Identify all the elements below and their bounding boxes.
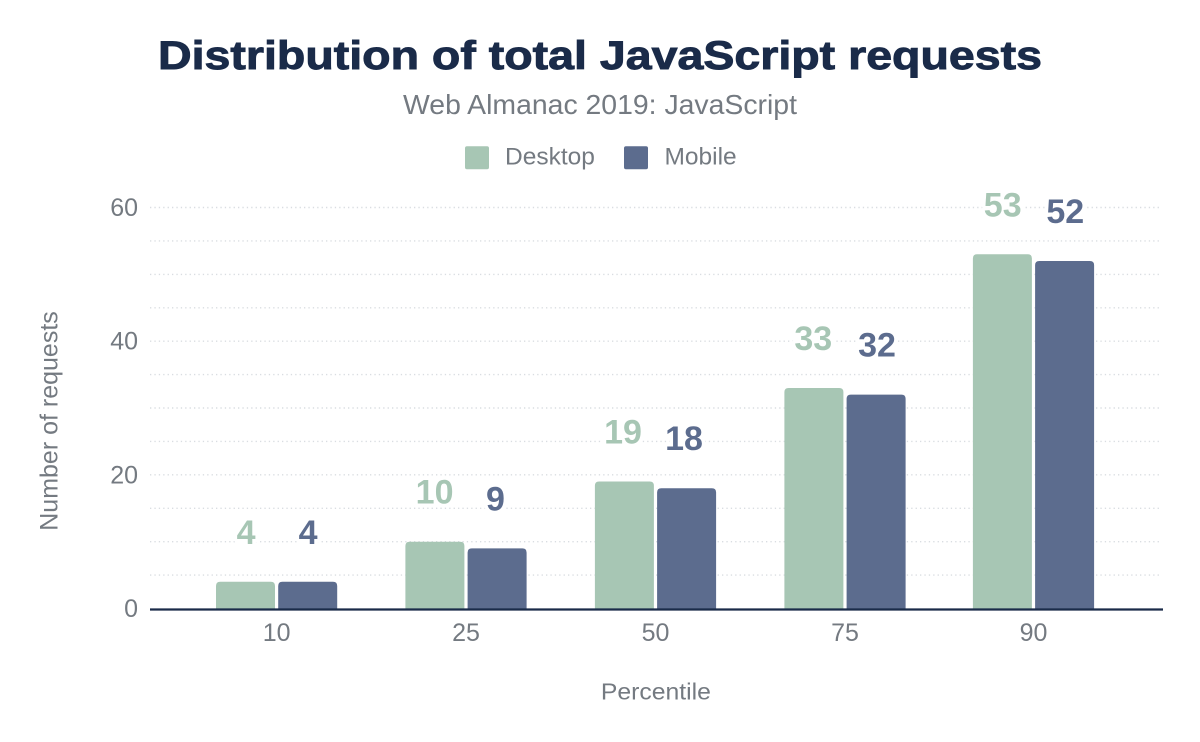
svg-text:40: 40 [110, 328, 138, 356]
svg-text:20: 20 [110, 461, 138, 489]
svg-text:52: 52 [1046, 193, 1084, 231]
svg-text:Number of requests: Number of requests [36, 311, 64, 531]
svg-text:19: 19 [604, 414, 642, 452]
svg-text:Percentile: Percentile [601, 679, 711, 705]
svg-text:9: 9 [486, 480, 505, 518]
svg-text:4: 4 [299, 514, 318, 552]
svg-text:90: 90 [1020, 619, 1048, 647]
svg-text:4: 4 [237, 514, 256, 552]
svg-text:Mobile: Mobile [665, 144, 737, 171]
svg-text:33: 33 [794, 320, 832, 358]
svg-text:53: 53 [984, 186, 1022, 224]
svg-text:Desktop: Desktop [505, 144, 595, 171]
svg-text:Web Almanac 2019: JavaScript: Web Almanac 2019: JavaScript [403, 89, 797, 120]
svg-text:60: 60 [110, 194, 138, 222]
svg-text:0: 0 [124, 595, 138, 623]
svg-text:50: 50 [642, 619, 670, 647]
svg-text:10: 10 [416, 474, 454, 512]
svg-text:75: 75 [831, 619, 859, 647]
svg-text:10: 10 [263, 619, 291, 647]
svg-text:32: 32 [858, 327, 896, 365]
svg-text:Distribution of total JavaScri: Distribution of total JavaScript request… [158, 34, 1042, 78]
svg-text:25: 25 [452, 619, 480, 647]
svg-text:18: 18 [665, 420, 703, 458]
